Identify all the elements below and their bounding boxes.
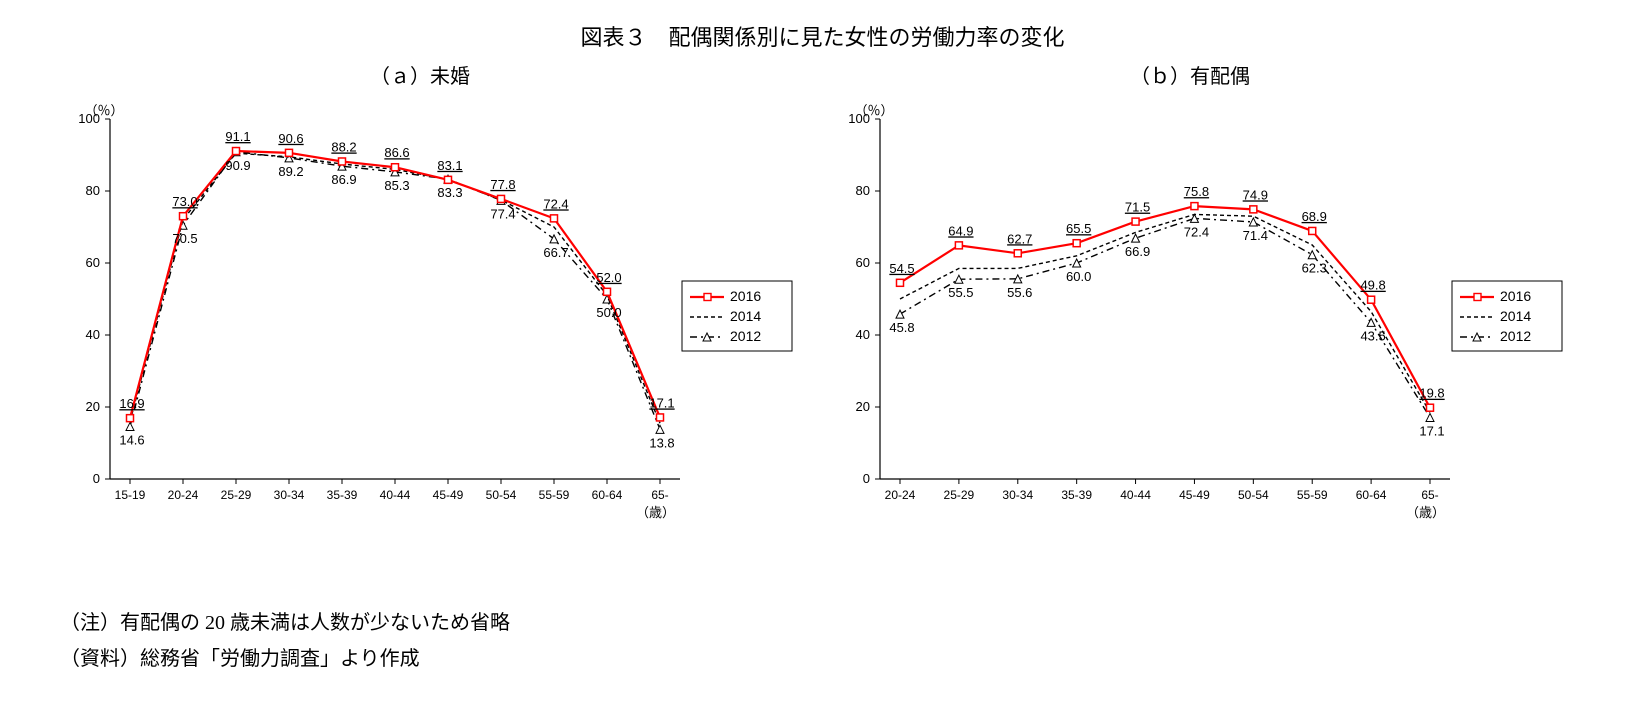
svg-text:19.8: 19.8	[1419, 386, 1444, 401]
main-title: 図表３ 配偶関係別に見た女性の労働力率の変化	[0, 20, 1645, 52]
svg-text:60.0: 60.0	[1066, 269, 1091, 284]
svg-text:25-29: 25-29	[944, 488, 975, 502]
svg-text:15-19: 15-19	[115, 488, 146, 502]
svg-text:72.4: 72.4	[1184, 224, 1209, 239]
svg-text:2016: 2016	[730, 288, 761, 304]
svg-text:66.9: 66.9	[1125, 244, 1150, 259]
svg-text:50.0: 50.0	[596, 305, 621, 320]
svg-text:（％）: （％）	[84, 103, 123, 118]
svg-text:17.1: 17.1	[649, 395, 674, 410]
svg-text:60-64: 60-64	[1356, 488, 1387, 502]
svg-text:62.3: 62.3	[1302, 261, 1327, 276]
svg-text:80: 80	[856, 183, 870, 198]
svg-text:40-44: 40-44	[380, 488, 411, 502]
svg-text:45-49: 45-49	[433, 488, 464, 502]
svg-text:90.9: 90.9	[225, 158, 250, 173]
svg-text:86.9: 86.9	[331, 172, 356, 187]
svg-text:64.9: 64.9	[948, 223, 973, 238]
svg-text:2012: 2012	[1500, 328, 1531, 344]
svg-text:85.3: 85.3	[384, 178, 409, 193]
svg-text:2012: 2012	[730, 328, 761, 344]
svg-text:（歳）: （歳）	[1406, 505, 1445, 520]
svg-text:2014: 2014	[1500, 308, 1531, 324]
svg-text:（％）: （％）	[854, 103, 893, 118]
svg-text:74.9: 74.9	[1243, 187, 1268, 202]
svg-text:88.2: 88.2	[331, 139, 356, 154]
svg-text:65-: 65-	[1421, 488, 1438, 502]
panel-married: （ｂ）有配偶 020406080100（％）20-2425-2930-3435-…	[810, 60, 1570, 549]
svg-text:71.4: 71.4	[1243, 228, 1268, 243]
subtitle-b: （ｂ）有配偶	[810, 60, 1570, 89]
svg-text:52.0: 52.0	[596, 270, 621, 285]
footnotes: （注）有配偶の 20 歳未満は人数が少ないため省略 （資料）総務省「労働力調査」…	[60, 605, 510, 677]
svg-text:35-39: 35-39	[327, 488, 358, 502]
svg-text:71.5: 71.5	[1125, 200, 1150, 215]
svg-text:35-39: 35-39	[1061, 488, 1092, 502]
svg-text:45.8: 45.8	[889, 320, 914, 335]
svg-text:13.8: 13.8	[649, 435, 674, 450]
svg-text:80: 80	[86, 183, 100, 198]
svg-text:55.5: 55.5	[948, 285, 973, 300]
svg-text:50-54: 50-54	[486, 488, 517, 502]
svg-text:70.5: 70.5	[172, 231, 197, 246]
note-1: （注）有配偶の 20 歳未満は人数が少ないため省略	[60, 605, 510, 641]
svg-text:68.9: 68.9	[1302, 209, 1327, 224]
svg-text:86.6: 86.6	[384, 145, 409, 160]
svg-text:30-34: 30-34	[274, 488, 305, 502]
svg-text:20: 20	[86, 399, 100, 414]
svg-text:20: 20	[856, 399, 870, 414]
svg-text:43.5: 43.5	[1360, 328, 1385, 343]
svg-text:40-44: 40-44	[1120, 488, 1151, 502]
svg-text:75.8: 75.8	[1184, 184, 1209, 199]
svg-text:83.1: 83.1	[437, 158, 462, 173]
svg-text:60: 60	[86, 255, 100, 270]
svg-text:0: 0	[93, 471, 100, 486]
panel-unmarried: （ａ）未婚 020406080100（％）15-1920-2425-2930-3…	[40, 60, 800, 549]
subtitle-a: （ａ）未婚	[40, 60, 800, 89]
note-2: （資料）総務省「労働力調査」より作成	[60, 641, 510, 677]
svg-text:55-59: 55-59	[1297, 488, 1328, 502]
svg-text:14.6: 14.6	[119, 432, 144, 447]
svg-text:72.4: 72.4	[543, 196, 568, 211]
svg-text:77.4: 77.4	[490, 206, 515, 221]
chart-a: 020406080100（％）15-1920-2425-2930-3435-39…	[40, 99, 800, 549]
svg-text:83.3: 83.3	[437, 185, 462, 200]
svg-text:65.5: 65.5	[1066, 221, 1091, 236]
svg-text:2016: 2016	[1500, 288, 1531, 304]
svg-text:25-29: 25-29	[221, 488, 252, 502]
svg-text:89.2: 89.2	[278, 164, 303, 179]
svg-text:65-: 65-	[651, 488, 668, 502]
svg-text:60: 60	[856, 255, 870, 270]
svg-text:16.9: 16.9	[119, 396, 144, 411]
svg-text:49.8: 49.8	[1360, 278, 1385, 293]
svg-text:40: 40	[856, 327, 870, 342]
svg-text:54.5: 54.5	[889, 261, 914, 276]
svg-text:2014: 2014	[730, 308, 761, 324]
chart-b: 020406080100（％）20-2425-2930-3435-3940-44…	[810, 99, 1570, 549]
svg-text:66.7: 66.7	[543, 245, 568, 260]
svg-text:73.0: 73.0	[172, 194, 197, 209]
svg-text:60-64: 60-64	[592, 488, 623, 502]
svg-text:91.1: 91.1	[225, 129, 250, 144]
svg-text:77.8: 77.8	[490, 177, 515, 192]
svg-text:45-49: 45-49	[1179, 488, 1210, 502]
svg-text:20-24: 20-24	[168, 488, 199, 502]
svg-text:50-54: 50-54	[1238, 488, 1269, 502]
svg-text:17.1: 17.1	[1419, 423, 1444, 438]
svg-text:（歳）: （歳）	[636, 505, 675, 520]
svg-text:55-59: 55-59	[539, 488, 570, 502]
svg-text:0: 0	[863, 471, 870, 486]
svg-text:90.6: 90.6	[278, 131, 303, 146]
svg-text:55.6: 55.6	[1007, 285, 1032, 300]
svg-text:20-24: 20-24	[885, 488, 916, 502]
svg-text:30-34: 30-34	[1002, 488, 1033, 502]
svg-text:62.7: 62.7	[1007, 231, 1032, 246]
svg-text:40: 40	[86, 327, 100, 342]
